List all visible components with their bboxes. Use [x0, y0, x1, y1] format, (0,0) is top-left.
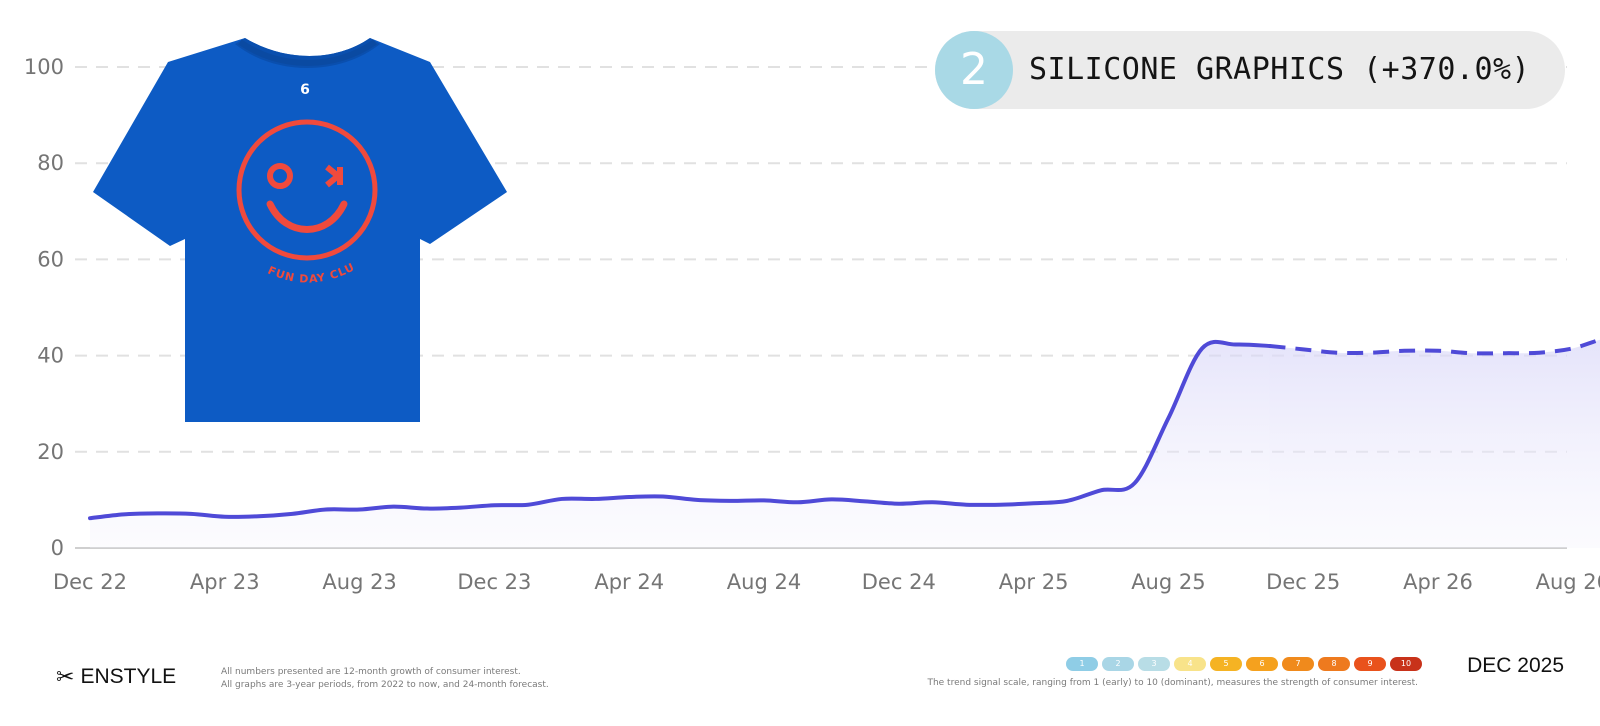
- y-tick-label: 80: [37, 151, 64, 175]
- product-image: 6 FUN DAY CLUB: [85, 24, 520, 426]
- y-tick-label: 40: [37, 344, 64, 368]
- trend-signal-scale: 1 2 3 4 5 6 7 8 9 10: [1066, 657, 1422, 671]
- chart-area-fill: [90, 339, 1600, 548]
- trend-title: SILICONE GRAPHICS (+370.0%): [1029, 52, 1531, 87]
- series-area-solid: [90, 341, 1270, 548]
- scale-level: 3: [1138, 657, 1170, 671]
- series-line-solid: [88, 339, 1272, 521]
- collar-tag: 6: [300, 82, 310, 98]
- x-tick-label: Apr 23: [190, 570, 260, 594]
- rank-number: 2: [935, 31, 1013, 109]
- chart-lines: [88, 337, 1600, 521]
- y-tick-label: 100: [24, 55, 64, 79]
- x-tick-label: Apr 25: [999, 570, 1069, 594]
- smiley-icon: [236, 119, 378, 261]
- y-tick-label: 60: [37, 247, 64, 271]
- x-tick-label: Dec 23: [457, 570, 531, 594]
- y-tick-label: 20: [37, 440, 64, 464]
- series-area-dashed: [1269, 339, 1600, 548]
- brand-name: ENSTYLE: [80, 665, 177, 688]
- scale-level: 7: [1282, 657, 1314, 671]
- scale-level: 9: [1354, 657, 1386, 671]
- scale-level: 8: [1318, 657, 1350, 671]
- x-tick-label: Dec 25: [1266, 570, 1340, 594]
- scale-level: 5: [1210, 657, 1242, 671]
- scale-level: 2: [1102, 657, 1134, 671]
- note-line: All numbers presented are 12-month growt…: [221, 667, 521, 677]
- scissors-icon: ✂: [56, 664, 75, 689]
- x-tick-label: Aug 23: [322, 570, 396, 594]
- x-tick-label: Apr 26: [1403, 570, 1473, 594]
- scale-level: 4: [1174, 657, 1206, 671]
- scale-level: 1: [1066, 657, 1098, 671]
- x-tick-label: Dec 22: [53, 570, 127, 594]
- scale-level: 10: [1390, 657, 1422, 671]
- scale-note: The trend signal scale, ranging from 1 (…: [927, 678, 1418, 688]
- footer-notes: All numbers presented are 12-month growt…: [221, 666, 549, 692]
- x-axis-ticks: Dec 22 Apr 23 Aug 23 Dec 23 Apr 24 Aug 24 Dec …: [53, 570, 1600, 594]
- y-axis-ticks: 0 20 40 60 80 100: [24, 55, 64, 560]
- rank-badge: 2 SILICONE GRAPHICS (+370.0%): [935, 31, 1565, 109]
- y-tick-label: 0: [51, 536, 64, 560]
- note-line: All graphs are 3-year periods, from 2022…: [221, 680, 549, 690]
- x-tick-label: Aug 26: [1536, 570, 1600, 594]
- series-line-dashed: [1269, 337, 1600, 356]
- x-tick-label: Apr 24: [594, 570, 664, 594]
- x-tick-label: Aug 25: [1131, 570, 1205, 594]
- x-tick-label: Aug 24: [727, 570, 801, 594]
- brand-logo: ✂ ENSTYLE: [56, 664, 176, 690]
- scale-level: 6: [1246, 657, 1278, 671]
- x-tick-label: Dec 24: [862, 570, 936, 594]
- t-shirt-illustration: 6 FUN DAY CLUB: [85, 24, 507, 422]
- report-date: DEC 2025: [1467, 654, 1564, 677]
